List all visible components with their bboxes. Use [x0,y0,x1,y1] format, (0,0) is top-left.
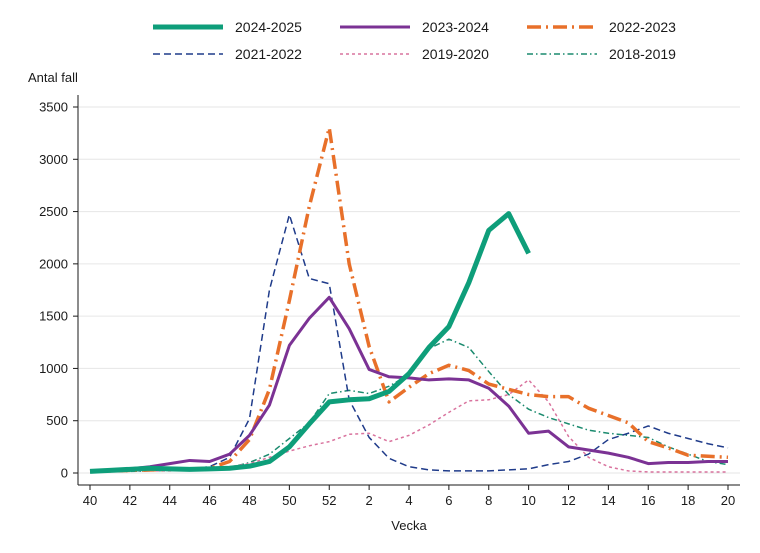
legend-label-2024-2025: 2024-2025 [235,19,302,35]
x-tick-label: 16 [641,493,655,508]
gridlines [79,106,740,474]
y-tick-label: 3500 [39,100,68,115]
y-tick-label: 1000 [39,361,68,376]
x-tick-label: 4 [405,493,412,508]
series-line-2018-2019 [89,338,729,473]
legend-label-2023-2024: 2023-2024 [422,19,489,35]
legend-label-2018-2019: 2018-2019 [609,46,676,62]
x-tick-label: 40 [83,493,97,508]
y-tick-label: 3000 [39,152,68,167]
y-tick-label: 2000 [39,256,68,271]
y-tick-label: 0 [61,466,68,481]
x-tick-label: 2 [366,493,373,508]
series-lines [89,126,729,474]
x-tick-label: 14 [601,493,615,508]
x-tick-label: 18 [681,493,695,508]
x-axis-title: Vecka [391,518,427,533]
legend-label-2022-2023: 2022-2023 [609,19,676,35]
legend-label-2021-2022: 2021-2022 [235,46,302,62]
series-line-2024-2025 [89,211,531,474]
series-line-2021-2022 [89,213,729,473]
x-tick-label: 50 [282,493,296,508]
x-tick-label: 48 [242,493,256,508]
x-tick-label: 6 [445,493,452,508]
x-tick-label: 46 [202,493,216,508]
series-line-2023-2024 [89,295,728,473]
series-line-2022-2023 [89,126,729,474]
x-tick-label: 20 [721,493,735,508]
x-tick-label: 10 [521,493,535,508]
series-line-2019-2020 [89,379,728,473]
legend: 2024-2025 2023-2024 2022-2023 2021-2022 2019… [153,19,676,62]
y-axis-title: Antal fall [28,70,78,85]
y-tick-label: 2500 [39,204,68,219]
x-tick-label: 42 [123,493,137,508]
x-tick-label: 8 [485,493,492,508]
x-tick-label: 44 [163,493,177,508]
legend-label-2019-2020: 2019-2020 [422,46,489,62]
y-tick-label: 1500 [39,309,68,324]
x-tick-label: 12 [561,493,575,508]
y-tick-label: 500 [46,413,68,428]
x-tick-label: 52 [322,493,336,508]
